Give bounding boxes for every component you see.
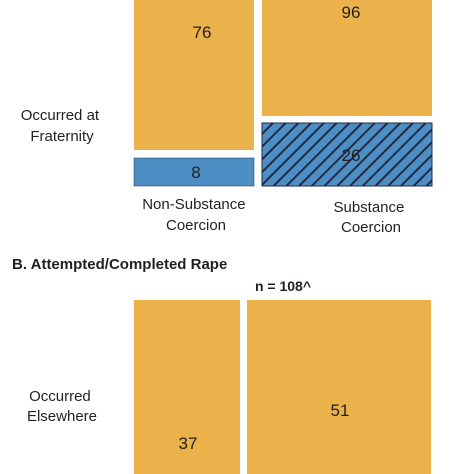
value-label-a-nonsub-elsewhere: 76 — [193, 23, 212, 42]
row-label-a: Occurred at Fraternity — [21, 107, 104, 145]
value-label-a-sub-fraternity: 26 — [342, 146, 361, 165]
cell-a-sub-elsewhere — [262, 0, 432, 116]
cell-b-sub-elsewhere — [247, 300, 431, 474]
column-label-nonsub: Non-Substance Coercion — [142, 196, 250, 234]
cell-a-nonsub-fraternity — [133, 157, 255, 187]
value-label-a-sub-elsewhere: 96 — [342, 3, 361, 22]
value-label-b-sub-elsewhere: 51 — [331, 401, 350, 420]
cell-a-nonsub-elsewhere — [134, 0, 254, 150]
column-label-sub: Substance Coercion — [333, 199, 408, 236]
value-label-b-nonsub-elsewhere: 37 — [179, 434, 198, 453]
panel-b-title: B. Attempted/Completed Rape — [12, 256, 227, 273]
cell-a-sub-fraternity — [261, 122, 433, 187]
row-label-b: Occurred Elsewhere — [27, 388, 97, 425]
value-label-a-nonsub-fraternity: 8 — [191, 163, 200, 182]
cell-b-nonsub-elsewhere — [134, 300, 240, 474]
panel-b-n-label: n = 108^ — [255, 278, 311, 294]
